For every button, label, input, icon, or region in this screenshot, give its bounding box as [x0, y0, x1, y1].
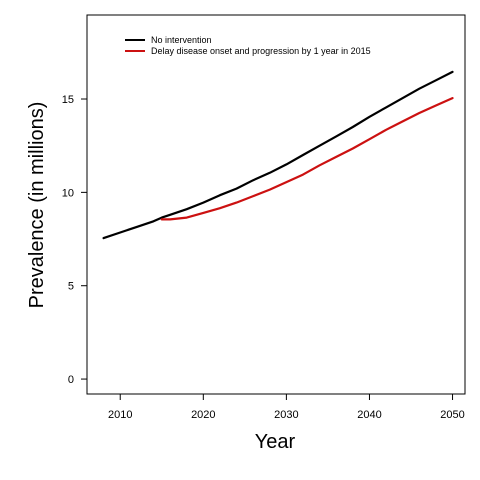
y-tick-label: 5	[68, 281, 74, 293]
x-tick-label: 2030	[274, 409, 298, 421]
y-tick-label: 15	[62, 94, 74, 106]
series-line-2	[160, 96, 454, 221]
legend-label-1: No intervention	[151, 35, 212, 45]
x-axis: 2010 2020 2030 2040 2050	[108, 394, 465, 421]
x-tick-label: 2050	[440, 409, 464, 421]
x-tick-label: 2040	[357, 409, 381, 421]
x-axis-title: Year	[255, 431, 296, 453]
x-tick-label: 2020	[191, 409, 215, 421]
x-tick-label: 2010	[108, 409, 132, 421]
y-tick-label: 10	[62, 187, 74, 199]
y-tick-label: 0	[68, 374, 74, 386]
y-axis-title: Prevalence (in millions)	[26, 102, 48, 309]
legend-label-2: Delay disease onset and progression by 1…	[151, 46, 371, 56]
plot-frame	[86, 14, 466, 395]
series-layer	[102, 70, 454, 240]
y-axis: 0 5 10 15	[62, 94, 87, 386]
series-line-1	[102, 70, 454, 240]
